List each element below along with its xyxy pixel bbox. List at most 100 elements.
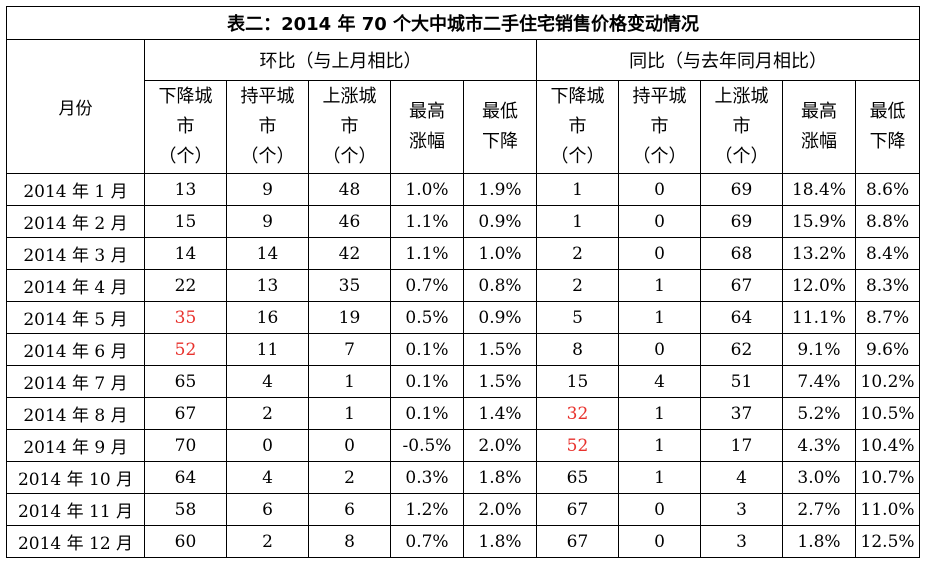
month-cell: 2014 年 3 月	[6, 237, 145, 270]
value-cell: 0	[618, 333, 701, 366]
subheader-line: 市	[258, 116, 277, 137]
value-cell: 13	[144, 173, 227, 206]
value-cell: 8.7%	[854, 301, 921, 334]
value-cell: 15	[144, 205, 227, 238]
yoy-subheader-3: 最高 涨幅	[782, 80, 856, 174]
value-cell: 11.1%	[782, 301, 856, 334]
value-cell: 1.5%	[463, 365, 537, 398]
value-cell: 1	[618, 269, 701, 302]
value-cell: 69	[700, 173, 783, 206]
subheader-line: 下降城	[550, 86, 605, 107]
table-row: 2014 年 1 月 13 9 48 1.0% 1.9% 1 0 69 18.4% 8.6%	[6, 173, 921, 206]
mom-group-header: 环比（与上月相比）	[144, 39, 537, 81]
value-cell: 0.9%	[463, 301, 537, 334]
table-row: 2014 年 7 月 65 4 1 0.1% 1.5% 15 4 51 7.4% 10.2%	[6, 365, 921, 398]
value-cell: 8.6%	[854, 173, 921, 206]
subheader-line: 持平城	[240, 86, 295, 107]
table-row: 2014 年 6 月 52 11 7 0.1% 1.5% 8 0 62 9.1% 9.6%	[6, 333, 921, 366]
value-cell: 64	[144, 461, 227, 494]
value-cell: 1.4%	[463, 397, 537, 430]
value-cell: 8.3%	[854, 269, 921, 302]
subheader-line: （个）	[322, 146, 377, 167]
subheader-line: 最低	[869, 101, 906, 122]
value-cell: 1	[618, 461, 701, 494]
subheader-line: 下降城	[158, 86, 213, 107]
mom-subheader-0: 下降城市 （个）	[144, 80, 227, 174]
value-cell: 1.1%	[390, 205, 464, 238]
value-cell: 58	[144, 493, 227, 526]
value-cell: 2.7%	[782, 493, 856, 526]
value-cell: 68	[700, 237, 783, 270]
subheader-line: 上涨城	[322, 86, 377, 107]
value-cell: 15.9%	[782, 205, 856, 238]
value-cell: 8.8%	[854, 205, 921, 238]
value-cell: 17	[700, 429, 783, 462]
subheader-line: （个）	[158, 146, 213, 167]
value-cell: 0	[618, 525, 701, 558]
value-cell: 1.1%	[390, 237, 464, 270]
value-cell: 5	[536, 301, 619, 334]
value-cell: 16	[226, 301, 309, 334]
value-cell: 0.8%	[463, 269, 537, 302]
value-cell: 14	[226, 237, 309, 270]
value-cell: 65	[144, 365, 227, 398]
value-cell: 2	[536, 269, 619, 302]
month-cell: 2014 年 4 月	[6, 269, 145, 302]
month-cell: 2014 年 12 月	[6, 525, 145, 558]
value-cell: 1	[618, 301, 701, 334]
value-cell: 3.0%	[782, 461, 856, 494]
value-cell: 1.2%	[390, 493, 464, 526]
month-cell: 2014 年 9 月	[6, 429, 145, 462]
value-cell: 6	[226, 493, 309, 526]
month-cell: 2014 年 6 月	[6, 333, 145, 366]
table-title: 表二：2014 年 70 个大中城市二手住宅销售价格变动情况	[5, 6, 921, 40]
value-cell: 64	[700, 301, 783, 334]
table-row: 2014 年 5 月 35 16 19 0.5% 0.9% 5 1 64 11.1% 8.7%	[6, 301, 921, 334]
value-cell: 1.8%	[782, 525, 856, 558]
value-cell: 51	[700, 365, 783, 398]
value-cell: 9	[226, 205, 309, 238]
value-cell: 15	[536, 365, 619, 398]
value-cell: 0.1%	[390, 333, 464, 366]
value-cell: 35	[308, 269, 391, 302]
subheader-line: 下降	[482, 131, 518, 152]
value-cell: 62	[700, 333, 783, 366]
value-cell: 9.1%	[782, 333, 856, 366]
subheader-line: （个）	[240, 146, 295, 167]
table-row: 2014 年 2 月 15 9 46 1.1% 0.9% 1 0 69 15.9% 8.8%	[6, 205, 921, 238]
mom-subheader-4: 最低 下降	[463, 80, 537, 174]
value-cell: -0.5%	[390, 429, 464, 462]
subheader-line: （个）	[632, 146, 687, 167]
value-cell: 0.9%	[463, 205, 537, 238]
yoy-subheader-1: 持平城市 （个）	[618, 80, 701, 174]
value-cell: 14	[144, 237, 227, 270]
value-cell: 0	[618, 205, 701, 238]
value-cell: 0	[618, 237, 701, 270]
table-row: 2014 年 4 月 22 13 35 0.7% 0.8% 2 1 67 12.0% 8.3%	[6, 269, 921, 302]
subheader-line: 市	[340, 116, 359, 137]
value-cell: 12.5%	[854, 525, 921, 558]
value-cell: 52	[536, 429, 619, 462]
yoy-group-header: 同比（与去年同月相比）	[535, 39, 921, 81]
value-cell: 0	[618, 173, 701, 206]
value-cell: 1.8%	[463, 461, 537, 494]
table-row: 2014 年 12 月 60 2 8 0.7% 1.8% 67 0 3 1.8% 12.5%	[6, 525, 921, 558]
value-cell: 2	[536, 237, 619, 270]
subheader-line: （个）	[550, 146, 605, 167]
value-cell: 11.0%	[854, 493, 921, 526]
subheader-line: 下降	[869, 131, 906, 152]
value-cell: 0.1%	[390, 365, 464, 398]
value-cell: 7.4%	[782, 365, 856, 398]
subheader-line: 市	[568, 116, 587, 137]
value-cell: 67	[144, 397, 227, 430]
value-cell: 9	[226, 173, 309, 206]
table-row: 2014 年 9 月 70 0 0 -0.5% 2.0% 52 1 17 4.3% 10.4%	[6, 429, 921, 462]
value-cell: 1.0%	[463, 237, 537, 270]
value-cell: 1.8%	[463, 525, 537, 558]
subheader-line: （个）	[714, 146, 769, 167]
yoy-subheader-2: 上涨城市 （个）	[700, 80, 783, 174]
value-cell: 0	[618, 493, 701, 526]
value-cell: 0	[308, 429, 391, 462]
value-cell: 1	[536, 205, 619, 238]
value-cell: 2.0%	[463, 429, 537, 462]
